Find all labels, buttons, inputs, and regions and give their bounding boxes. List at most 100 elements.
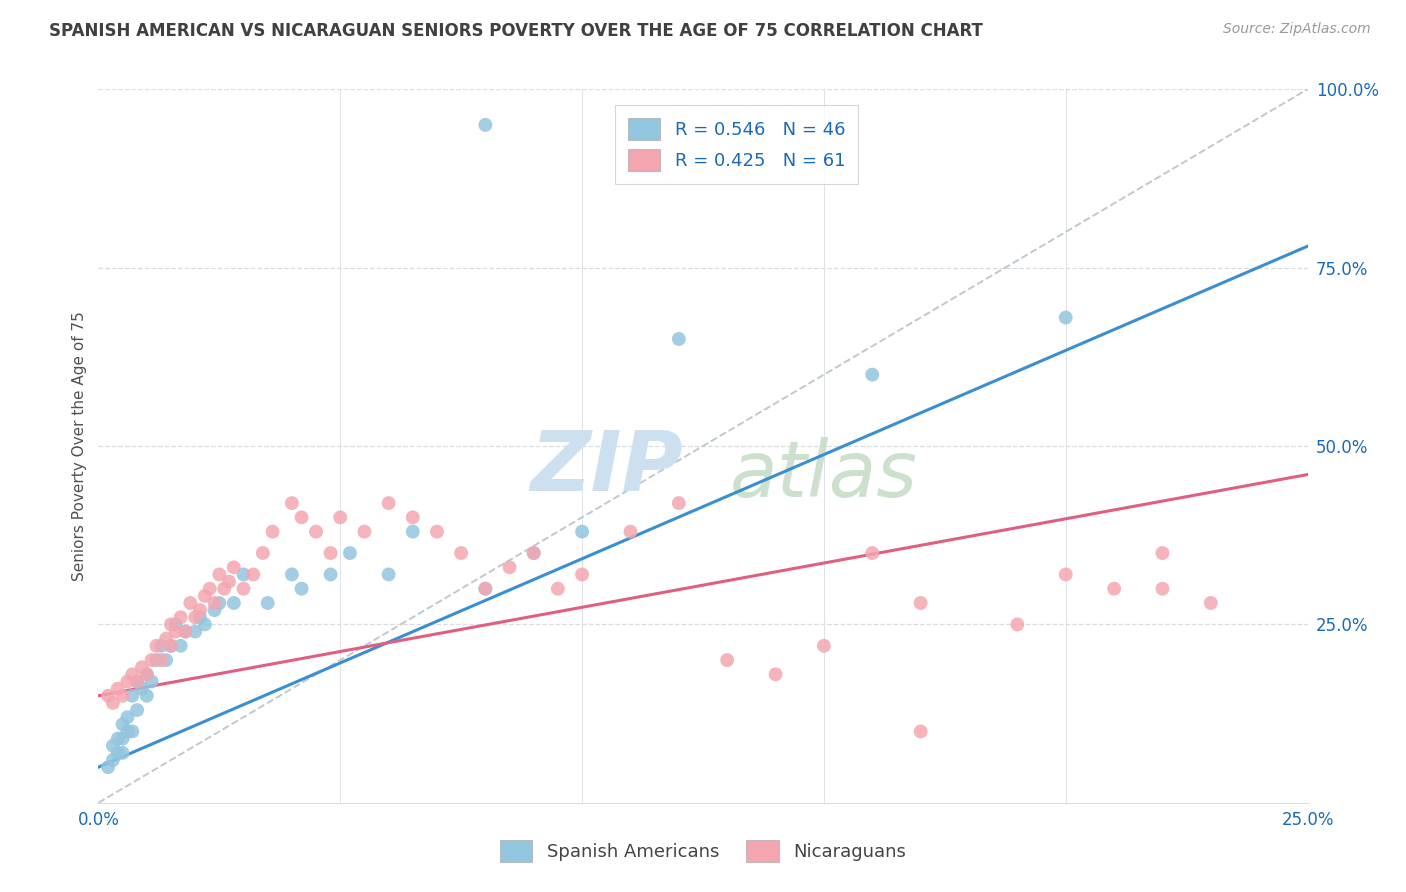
Point [184,610,207,624]
Point [547,582,569,596]
Point [281,567,304,582]
Point [174,624,197,639]
Point [523,546,546,560]
Point [1152,546,1174,560]
Point [218,574,240,589]
Point [377,496,399,510]
Point [97,760,120,774]
Point [619,524,641,539]
Point [290,582,312,596]
Point [281,496,304,510]
Point [222,596,245,610]
Point [150,639,173,653]
Legend: R = 0.546   N = 46, R = 0.425   N = 61: R = 0.546 N = 46, R = 0.425 N = 61 [616,105,858,184]
Point [121,689,143,703]
Point [160,639,183,653]
Point [155,632,177,646]
Point [329,510,352,524]
Point [860,368,883,382]
Point [212,582,235,596]
Point [716,653,738,667]
Point [141,653,163,667]
Point [813,639,835,653]
Point [910,596,932,610]
Point [232,567,254,582]
Point [319,546,342,560]
Legend: Spanish Americans, Nicaraguans: Spanish Americans, Nicaraguans [492,833,914,870]
Point [262,524,284,539]
Point [910,724,932,739]
Point [165,624,187,639]
Point [290,510,312,524]
Point [450,546,472,560]
Point [188,610,211,624]
Point [252,546,274,560]
Point [1102,582,1125,596]
Point [160,617,183,632]
Point [145,653,167,667]
Point [174,624,197,639]
Point [117,724,139,739]
Point [208,567,231,582]
Point [305,524,328,539]
Text: SPANISH AMERICAN VS NICARAGUAN SENIORS POVERTY OVER THE AGE OF 75 CORRELATION CH: SPANISH AMERICAN VS NICARAGUAN SENIORS P… [49,22,983,40]
Point [208,596,231,610]
Text: Source: ZipAtlas.com: Source: ZipAtlas.com [1223,22,1371,37]
Point [474,582,496,596]
Point [121,724,143,739]
Point [1152,582,1174,596]
Point [111,717,134,731]
Point [256,596,278,610]
Point [169,639,191,653]
Point [194,617,217,632]
Y-axis label: Seniors Poverty Over the Age of 75: Seniors Poverty Over the Age of 75 [72,311,87,581]
Point [127,703,149,717]
Text: ZIP: ZIP [530,427,682,508]
Point [194,589,217,603]
Point [353,524,375,539]
Point [107,681,129,696]
Point [121,667,143,681]
Point [111,689,134,703]
Point [668,496,690,510]
Point [111,731,134,746]
Point [188,603,211,617]
Point [319,567,342,582]
Point [117,710,139,724]
Point [111,746,134,760]
Point [498,560,520,574]
Point [127,674,149,689]
Point [101,739,124,753]
Point [117,674,139,689]
Point [204,603,226,617]
Point [107,746,129,760]
Point [184,624,207,639]
Point [1199,596,1222,610]
Point [339,546,361,560]
Point [474,582,496,596]
Point [204,596,226,610]
Point [179,596,201,610]
Point [150,653,173,667]
Point [523,546,546,560]
Point [402,510,425,524]
Point [377,567,399,582]
Point [165,617,187,632]
Point [765,667,787,681]
Point [141,674,163,689]
Point [145,639,167,653]
Point [571,567,593,582]
Point [135,667,157,681]
Point [131,660,153,674]
Point [101,696,124,710]
Point [232,582,254,596]
Point [160,639,183,653]
Point [155,653,177,667]
Point [222,560,245,574]
Text: atlas: atlas [730,436,918,513]
Point [1054,567,1077,582]
Point [135,667,157,681]
Point [127,674,149,689]
Point [474,118,496,132]
Point [668,332,690,346]
